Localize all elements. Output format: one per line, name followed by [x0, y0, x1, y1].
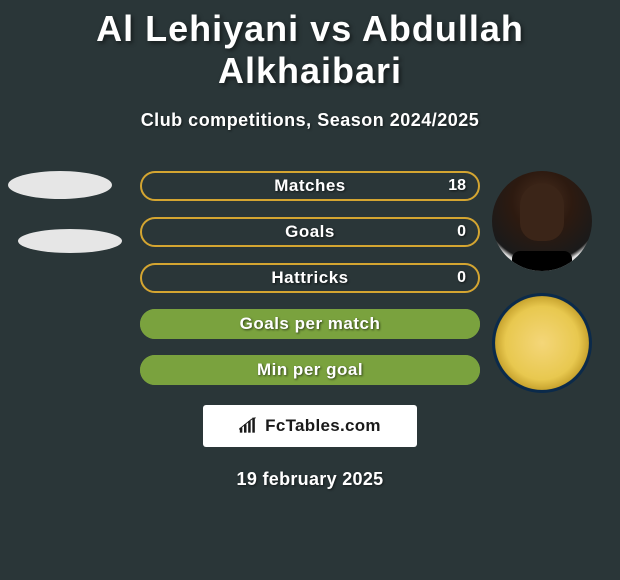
- stat-bar-value: 0: [457, 223, 466, 241]
- stat-bar-row: Goals 0: [140, 217, 480, 247]
- left-player-placeholder: [8, 171, 122, 253]
- fctables-label: FcTables.com: [265, 416, 381, 436]
- date-label: 19 february 2025: [0, 469, 620, 490]
- stat-bar-value: 18: [448, 177, 466, 195]
- page-title: Al Lehiyani vs Abdullah Alkhaibari: [0, 0, 620, 92]
- stat-bar-row: Hattricks 0: [140, 263, 480, 293]
- stat-bar-row: Min per goal: [140, 355, 480, 385]
- comparison-chart: Matches 18 Goals 0 Hattricks 0 Goals per match…: [0, 171, 620, 385]
- player2-avatar: [492, 171, 592, 271]
- stat-bar-row: Matches 18: [140, 171, 480, 201]
- stat-bar-row: Goals per match: [140, 309, 480, 339]
- stat-bar-value: 0: [457, 269, 466, 287]
- player1-club-placeholder: [18, 229, 122, 253]
- subtitle: Club competitions, Season 2024/2025: [0, 110, 620, 131]
- stat-bar-label: Goals: [285, 222, 335, 242]
- stat-bar-label: Hattricks: [271, 268, 348, 288]
- player1-avatar-placeholder: [8, 171, 112, 199]
- bar-chart-icon: [239, 417, 259, 435]
- stat-bar-label: Goals per match: [240, 314, 381, 334]
- fctables-attribution: FcTables.com: [203, 405, 417, 447]
- stat-bar-label: Min per goal: [257, 360, 363, 380]
- player2-club-logo: [492, 293, 592, 393]
- stat-bars: Matches 18 Goals 0 Hattricks 0 Goals per match…: [140, 171, 480, 385]
- right-player-column: [492, 171, 592, 393]
- stat-bar-label: Matches: [274, 176, 346, 196]
